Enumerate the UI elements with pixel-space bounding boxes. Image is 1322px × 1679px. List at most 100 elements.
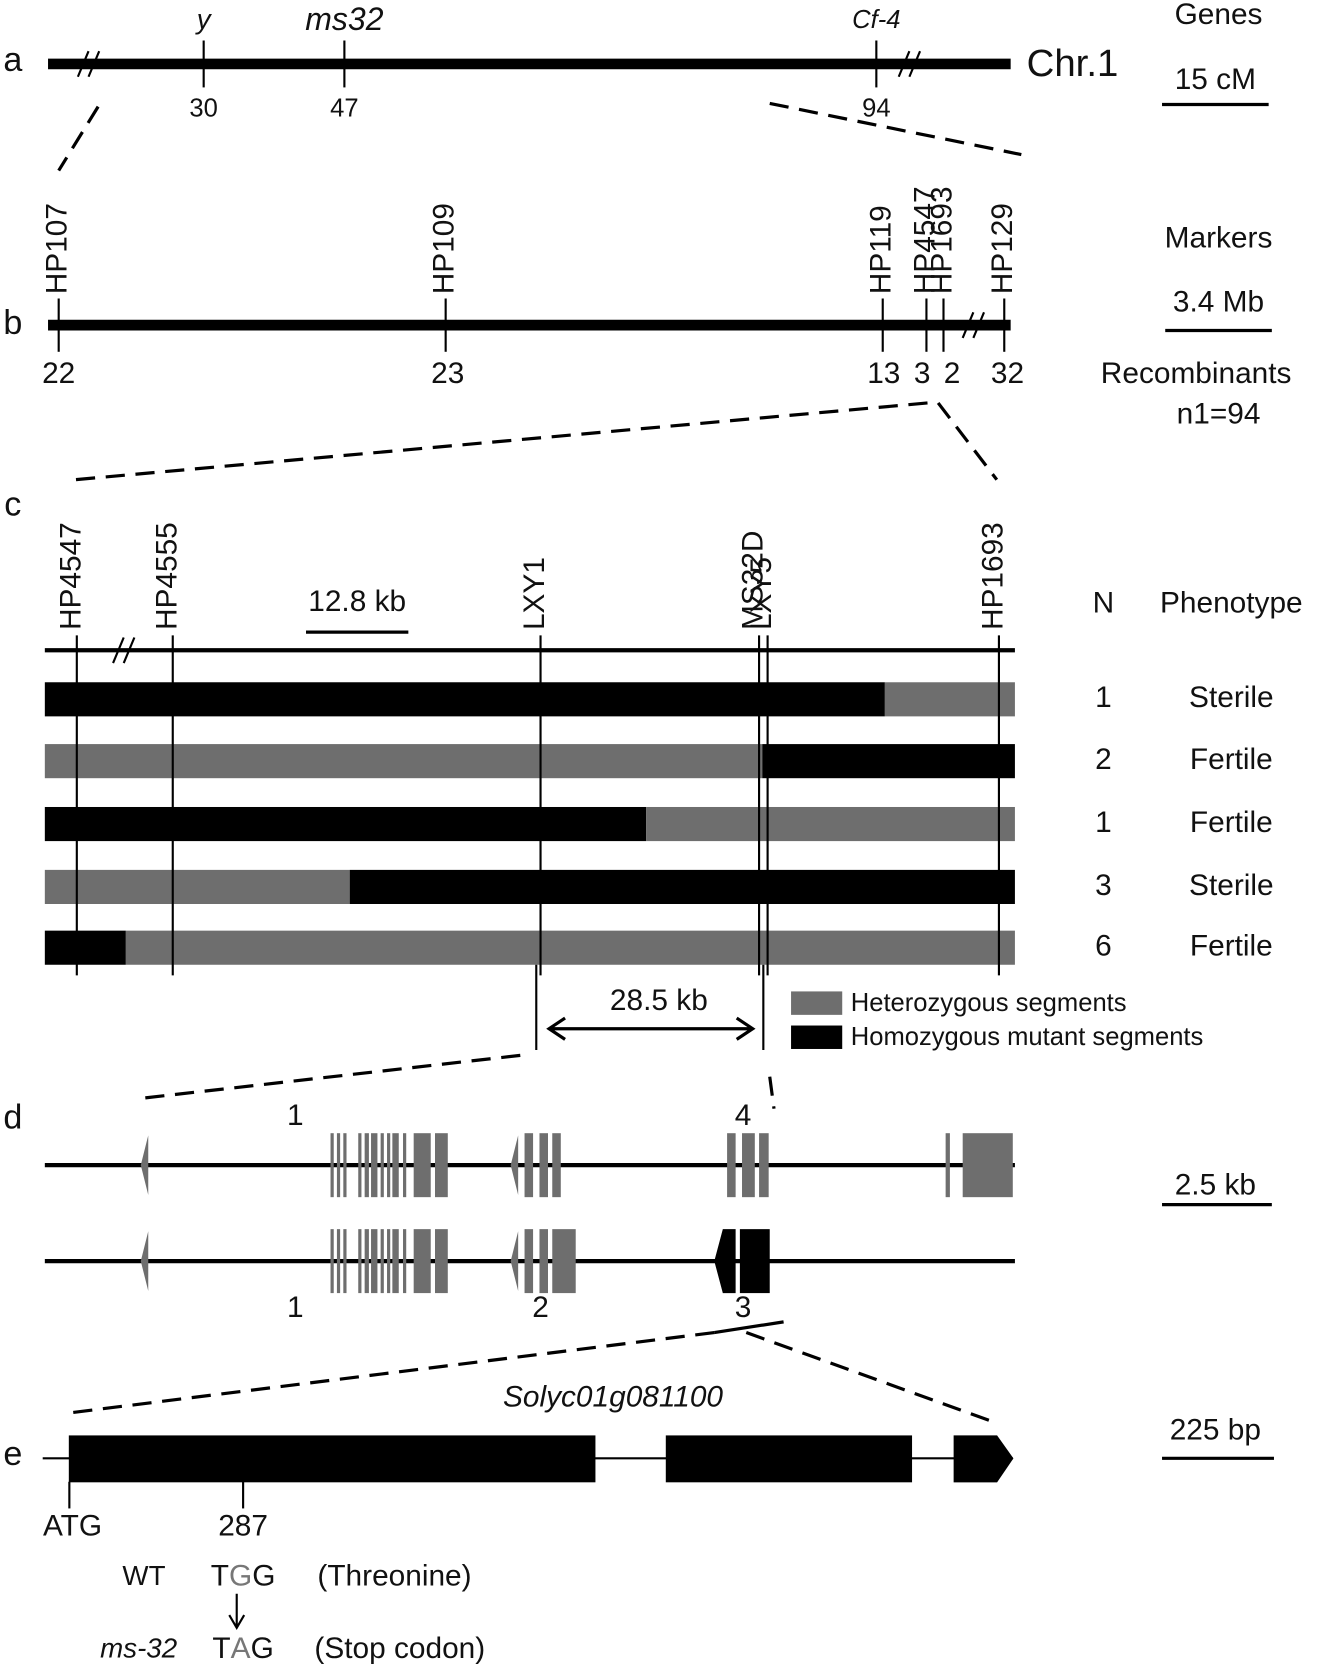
exon (392, 1229, 399, 1294)
exon (371, 1133, 378, 1198)
header: Genes (1175, 0, 1263, 31)
exon (140, 1231, 149, 1291)
interval-arrow (546, 1016, 756, 1041)
row-count: 3 (1095, 869, 1112, 902)
segment (44, 806, 647, 842)
scale-label: 15 cM (1175, 63, 1256, 96)
gene-name: y (195, 4, 213, 35)
break-mark (972, 311, 985, 339)
scale-label: 225 bp (1170, 1414, 1261, 1447)
codon-base: G (229, 1560, 252, 1593)
gene-position: 94 (862, 95, 890, 123)
exon (330, 1133, 334, 1198)
scale-label: 12.8 kb (308, 585, 406, 618)
zoom-line (745, 1331, 998, 1425)
codon-base: A (231, 1632, 251, 1665)
exon (945, 1133, 950, 1198)
marker-name: HP4547 (908, 186, 941, 294)
break-mark (961, 311, 975, 339)
recombinant-count: 2 (944, 357, 961, 390)
exon (336, 1229, 341, 1294)
row-count: 6 (1095, 930, 1112, 963)
segment (349, 869, 1015, 904)
exon (739, 1229, 770, 1294)
exon (330, 1229, 334, 1294)
segment (44, 930, 126, 965)
zoom-line (72, 1330, 715, 1415)
legend-label: Homozygous mutant segments (851, 1023, 1204, 1051)
column-header: Phenotype (1160, 586, 1303, 619)
exon (953, 1435, 1014, 1483)
genotype-rows (44, 682, 1015, 965)
header: Markers (1165, 222, 1273, 255)
exon (380, 1133, 384, 1198)
legend-swatch (791, 991, 843, 1015)
exon (727, 1133, 736, 1198)
break-mark (76, 50, 90, 78)
panel-label: c (4, 485, 21, 523)
exon (435, 1229, 448, 1294)
exon (665, 1435, 913, 1483)
transcript-label: 2 (532, 1291, 549, 1324)
recombinant-count: 22 (42, 357, 75, 390)
cross-mark (714, 1320, 784, 1335)
mutation-arrow (228, 1593, 246, 1630)
transcript-label: 4 (735, 1099, 752, 1132)
allele-label: ms-32 (100, 1633, 177, 1664)
exon (510, 1135, 519, 1196)
exon (336, 1133, 341, 1198)
sample-size: n1=94 (1177, 398, 1261, 431)
break-mark (87, 50, 101, 78)
layout (42, 964, 1274, 1630)
recombinant-count: 13 (867, 357, 900, 390)
zoom-line (143, 1053, 521, 1100)
exon (343, 1229, 347, 1294)
exon (552, 1229, 576, 1294)
exon (387, 1229, 391, 1294)
break-mark (897, 50, 911, 78)
scale-label: 2.5 kb (1175, 1168, 1256, 1201)
marker-name: HP1693 (925, 186, 958, 294)
segment (44, 682, 885, 717)
exon (364, 1229, 369, 1294)
exon (371, 1229, 378, 1294)
row-phenotype: Fertile (1190, 930, 1273, 963)
legend-label: Heterozygous segments (851, 989, 1127, 1017)
gene-position: 30 (189, 95, 217, 123)
codon: TGG (211, 1560, 276, 1593)
exon (962, 1133, 1013, 1198)
exon-models (140, 1133, 1013, 1294)
recombinant-count: 32 (991, 357, 1024, 390)
exon (403, 1133, 407, 1198)
scale-label: 3.4 Mb (1173, 286, 1264, 319)
segment (44, 744, 763, 779)
exon (539, 1133, 549, 1198)
panel-label: e (3, 1435, 22, 1473)
exon (510, 1231, 519, 1291)
marker-name: HP107 (41, 203, 74, 294)
codon-base: T (212, 1632, 230, 1665)
row-phenotype: Fertile (1190, 743, 1273, 776)
exon (742, 1133, 755, 1198)
start-codon: ATG (43, 1509, 102, 1542)
segment (44, 869, 350, 904)
marker-name: HP129 (986, 203, 1019, 294)
row-count: 1 (1095, 681, 1112, 714)
row-count: 2 (1095, 743, 1112, 776)
zoom-line (769, 101, 1022, 157)
mutation-position: 287 (218, 1509, 268, 1542)
recombinant-count: 3 (914, 357, 931, 390)
allele-label: WT (122, 1560, 165, 1591)
transcript-label: 3 (735, 1291, 752, 1324)
exon (358, 1229, 362, 1294)
transcript-label: 1 (287, 1099, 304, 1132)
panel-label: a (3, 41, 22, 79)
legend-swatch (791, 1025, 843, 1049)
exon (552, 1133, 561, 1198)
exon (343, 1133, 347, 1198)
exon (413, 1229, 431, 1294)
transcript-label: 1 (287, 1291, 304, 1324)
zoom-line (74, 401, 928, 482)
zoom-line (768, 1076, 776, 1109)
